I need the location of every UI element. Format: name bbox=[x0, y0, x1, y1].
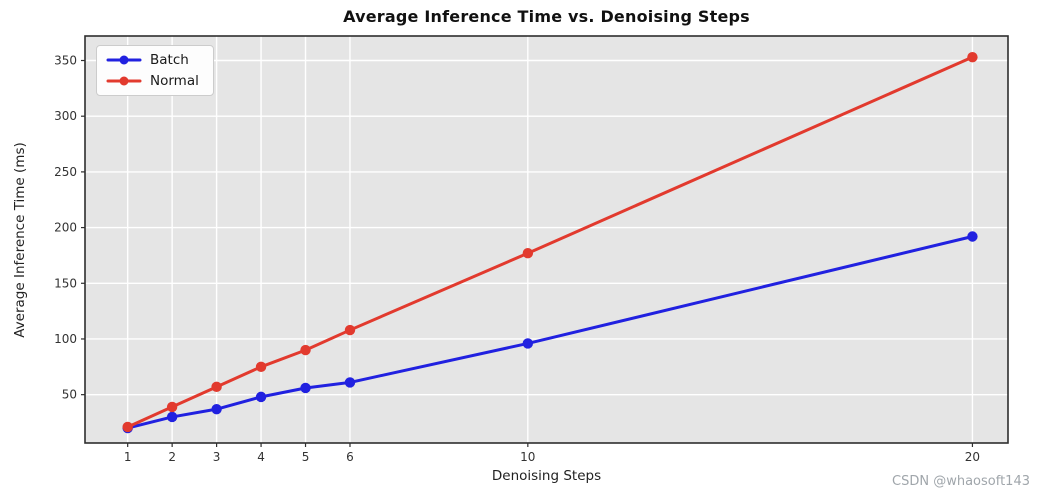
series-marker-batch bbox=[211, 403, 222, 415]
x-axis-label: Denoising Steps bbox=[491, 468, 602, 484]
plot-background bbox=[85, 36, 1008, 443]
series-line-normal bbox=[126, 55, 974, 429]
series-marker-normal bbox=[300, 344, 311, 356]
legend-label-normal: Normal bbox=[150, 73, 199, 89]
y-axis-label: Average Inference Time (ms) bbox=[12, 142, 28, 338]
y-tick-label: 350 bbox=[54, 54, 77, 68]
series-marker-batch bbox=[522, 338, 534, 349]
series-marker-batch bbox=[255, 391, 267, 403]
y-tick-label: 50 bbox=[62, 388, 77, 402]
y-tick-label: 100 bbox=[54, 332, 77, 346]
x-tick-label: 6 bbox=[346, 450, 354, 464]
legend-label-batch: Batch bbox=[150, 52, 189, 68]
y-tick-label: 150 bbox=[54, 276, 77, 290]
series-marker-batch bbox=[166, 411, 178, 423]
x-tick-label: 5 bbox=[302, 450, 310, 464]
x-tick-label: 1 bbox=[124, 450, 132, 464]
legend: Batch Normal bbox=[96, 45, 214, 96]
x-tick-label: 4 bbox=[257, 450, 265, 464]
series-marker-normal bbox=[967, 51, 978, 63]
x-tick-label: 20 bbox=[965, 450, 980, 464]
series-marker-normal bbox=[344, 324, 356, 336]
legend-swatch-normal-icon bbox=[106, 76, 142, 86]
legend-item-batch: Batch bbox=[106, 53, 199, 67]
series-line-batch bbox=[126, 234, 974, 430]
x-tick-label: 2 bbox=[168, 450, 176, 464]
series-marker-normal bbox=[211, 381, 222, 393]
legend-item-normal: Normal bbox=[106, 74, 199, 88]
x-tick-label: 10 bbox=[520, 450, 535, 464]
legend-swatch-batch-icon bbox=[106, 55, 142, 65]
series-marker-normal bbox=[122, 421, 133, 433]
plot-spine bbox=[84, 35, 1009, 444]
watermark: CSDN @whaosoft143 bbox=[892, 474, 1030, 489]
y-tick-label: 250 bbox=[54, 165, 77, 179]
series-marker-batch bbox=[300, 382, 311, 394]
series-marker-normal bbox=[166, 401, 178, 413]
series-marker-batch bbox=[967, 231, 978, 242]
series-marker-normal bbox=[522, 248, 534, 259]
x-tick-label: 3 bbox=[213, 450, 221, 464]
chart-title: Average Inference Time vs. Denoising Ste… bbox=[343, 7, 750, 26]
y-tick-label: 300 bbox=[54, 109, 77, 123]
y-tick-label: 200 bbox=[54, 221, 77, 235]
series-marker-batch bbox=[344, 377, 356, 388]
series-marker-normal bbox=[255, 361, 267, 373]
